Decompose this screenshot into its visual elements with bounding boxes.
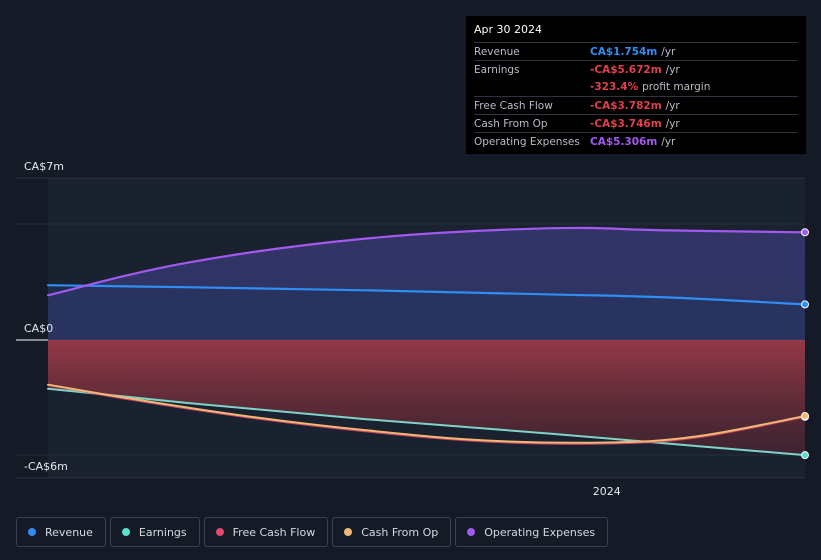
legend-item-free-cash-flow[interactable]: Free Cash Flow <box>203 517 329 547</box>
axis-labels: CA$7m CA$0 -CA$6m 2024 <box>24 160 621 498</box>
tooltip-row-label: Free Cash Flow <box>474 99 553 112</box>
tooltip-row-value: -CA$5.672m <box>590 63 662 76</box>
legend: Revenue Earnings Free Cash Flow Cash From O… <box>16 517 609 547</box>
tooltip-row: Free Cash Flow -CA$3.782m/yr <box>474 95 798 114</box>
y-axis-label: -CA$6m <box>24 460 68 473</box>
tooltip-row-unit: profit margin <box>642 81 711 94</box>
series-lines <box>46 226 807 457</box>
operating-expenses-line <box>46 226 807 297</box>
revenue-endpoint <box>801 300 809 309</box>
legend-dot-icon <box>467 528 476 536</box>
tooltip-row-label: Revenue <box>474 45 520 58</box>
tooltip-row: -323.4% profit margin <box>474 79 798 96</box>
tooltip-row: Operating Expenses CA$5.306m/yr <box>474 132 798 150</box>
legend-label: Operating Expenses <box>484 525 596 539</box>
earnings-endpoint <box>801 451 809 460</box>
legend-item-operating-expenses[interactable]: Operating Expenses <box>455 517 609 547</box>
tooltip-date: Apr 30 2024 <box>474 23 543 36</box>
tooltip-row-unit: /yr <box>665 117 680 130</box>
tooltip-row-value: CA$5.306m <box>590 136 658 149</box>
operating-expenses-endpoint <box>801 228 809 237</box>
y-axis-label: CA$0 <box>24 322 53 335</box>
series-areas <box>48 227 805 456</box>
legend-label: Revenue <box>45 525 93 539</box>
y-axis-label: CA$7m <box>24 160 64 173</box>
cash-from-op-line <box>47 383 806 444</box>
tooltip-row-value: -CA$3.782m <box>590 99 662 112</box>
free-cash-flow-line <box>47 383 806 445</box>
negative-area <box>48 340 805 456</box>
tooltip-row-label: Earnings <box>474 63 520 76</box>
legend-dot-icon <box>344 528 353 536</box>
series-endpoints <box>801 228 809 460</box>
legend-item-earnings[interactable]: Earnings <box>109 517 200 547</box>
tooltip-row: Earnings -CA$5.672m/yr <box>474 60 798 78</box>
tooltip-row-value: -323.4% <box>590 81 639 94</box>
tooltip-row-value: -CA$3.746m <box>590 117 662 130</box>
legend-dot-icon <box>28 528 36 536</box>
revenue-line <box>46 284 807 306</box>
x-axis-label: 2024 <box>593 485 621 498</box>
legend-dot-icon <box>121 528 130 536</box>
tooltip-row-unit: /yr <box>665 63 680 76</box>
tooltip-row-label: Cash From Op <box>474 117 548 130</box>
legend-item-cash-from-op[interactable]: Cash From Op <box>332 517 452 547</box>
tooltip-row: Cash From Op -CA$3.746m/yr <box>474 114 798 132</box>
tooltip-row: Revenue CA$1.754m/yr <box>474 42 798 60</box>
tooltip-row-unit: /yr <box>661 136 676 149</box>
tooltip-row-value: CA$1.754m <box>590 45 658 58</box>
tooltip: Apr 30 2024 Revenue CA$1.754m/yr Earnings -… <box>466 16 806 154</box>
legend-label: Cash From Op <box>361 525 439 539</box>
revenue-area <box>48 285 805 340</box>
earnings-line <box>47 387 806 457</box>
tooltip-row-label: Operating Expenses <box>474 136 580 149</box>
legend-item-revenue[interactable]: Revenue <box>16 517 106 547</box>
tooltip-row-unit: /yr <box>661 45 676 58</box>
legend-label: Free Cash Flow <box>232 525 316 539</box>
tooltip-row-unit: /yr <box>665 99 680 112</box>
legend-dot-icon <box>215 528 224 536</box>
legend-label: Earnings <box>138 525 187 539</box>
cash-from-op-endpoint <box>801 412 809 421</box>
